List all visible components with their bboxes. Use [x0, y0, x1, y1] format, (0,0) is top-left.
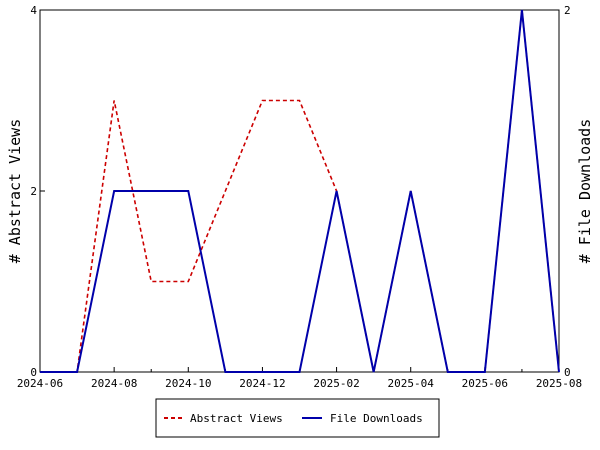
x-tick-label: 2025-04 [388, 377, 435, 390]
x-tick-label: 2025-08 [536, 377, 582, 390]
x-tick-label: 2025-02 [313, 377, 359, 390]
legend: Abstract Views File Downloads [155, 398, 440, 438]
y-tick-label-left: 4 [30, 4, 37, 17]
y-axis-title-right: # File Downloads [576, 119, 594, 264]
series-line-file-downloads [40, 9, 560, 373]
legend-box [155, 398, 440, 438]
y-tick-label-left: 0 [30, 366, 37, 379]
x-tick-label: 2025-06 [462, 377, 508, 390]
legend-label-file-downloads: File Downloads [330, 412, 423, 425]
x-tick-label: 2024-12 [239, 377, 285, 390]
series-layer [40, 9, 560, 373]
x-tick-label: 2024-10 [165, 377, 211, 390]
legend-label-abstract-views: Abstract Views [190, 412, 283, 425]
x-tick-label: 2024-06 [17, 377, 63, 390]
axis-ticks: 2024-06 2024-08 2024-10 2024-12 2025-02 2025-… [17, 4, 582, 390]
x-tick-label: 2024-08 [91, 377, 137, 390]
y-tick-label-right: 0 [564, 366, 571, 379]
y-tick-label-right: 2 [564, 4, 571, 17]
y-axis-title-left: # Abstract Views [6, 119, 24, 264]
y-tick-label-left: 2 [30, 185, 37, 198]
